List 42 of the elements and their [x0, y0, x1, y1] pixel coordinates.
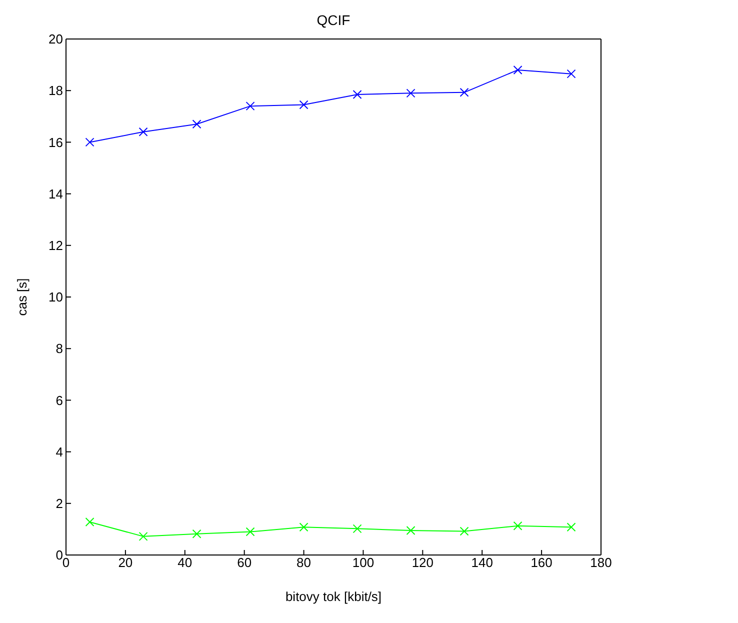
y-tick-label: 20: [48, 32, 63, 47]
x-tick-label: 20: [118, 555, 133, 570]
y-tick-label: 8: [56, 341, 63, 356]
y-tick-label: 14: [48, 186, 63, 202]
y-tick-label: 2: [56, 496, 63, 512]
point: [352, 524, 362, 534]
x-axis-title: bitovy tok [kbit/s]: [285, 589, 382, 604]
point: [85, 517, 94, 526]
point: [460, 88, 469, 97]
y-tick-label: 4: [56, 444, 63, 460]
point: [566, 522, 576, 532]
point: [246, 527, 255, 536]
point: [299, 522, 308, 532]
point: [192, 529, 202, 538]
point: [406, 88, 416, 98]
point: [246, 102, 255, 111]
x-tick-label: 160: [530, 555, 552, 570]
x-tick-label: 140: [471, 555, 493, 570]
point: [566, 69, 576, 78]
y-tick-label: 6: [56, 392, 63, 408]
x-tick-label: 180: [590, 555, 612, 570]
point: [460, 526, 469, 536]
point: [352, 90, 362, 99]
point: [85, 138, 94, 147]
y-tick-label: 12: [48, 238, 63, 254]
x-tick-label: 120: [412, 555, 434, 570]
point: [138, 532, 148, 541]
y-tick-label: 18: [48, 83, 63, 98]
point: [513, 521, 522, 530]
point: [299, 100, 308, 110]
y-axis-title: cas [s]: [14, 278, 30, 316]
x-tick-label: 60: [237, 555, 252, 570]
point: [513, 65, 522, 74]
point: [138, 127, 148, 136]
point: [406, 526, 416, 535]
x-tick-label: 40: [178, 555, 192, 570]
y-tick-label: 10: [48, 290, 63, 305]
point: [192, 120, 202, 129]
chart-title: QCIF: [316, 12, 352, 28]
y-tick-label: 16: [48, 134, 63, 150]
x-tick-label: 100: [352, 555, 374, 570]
x-tick-label: 80: [296, 555, 312, 570]
